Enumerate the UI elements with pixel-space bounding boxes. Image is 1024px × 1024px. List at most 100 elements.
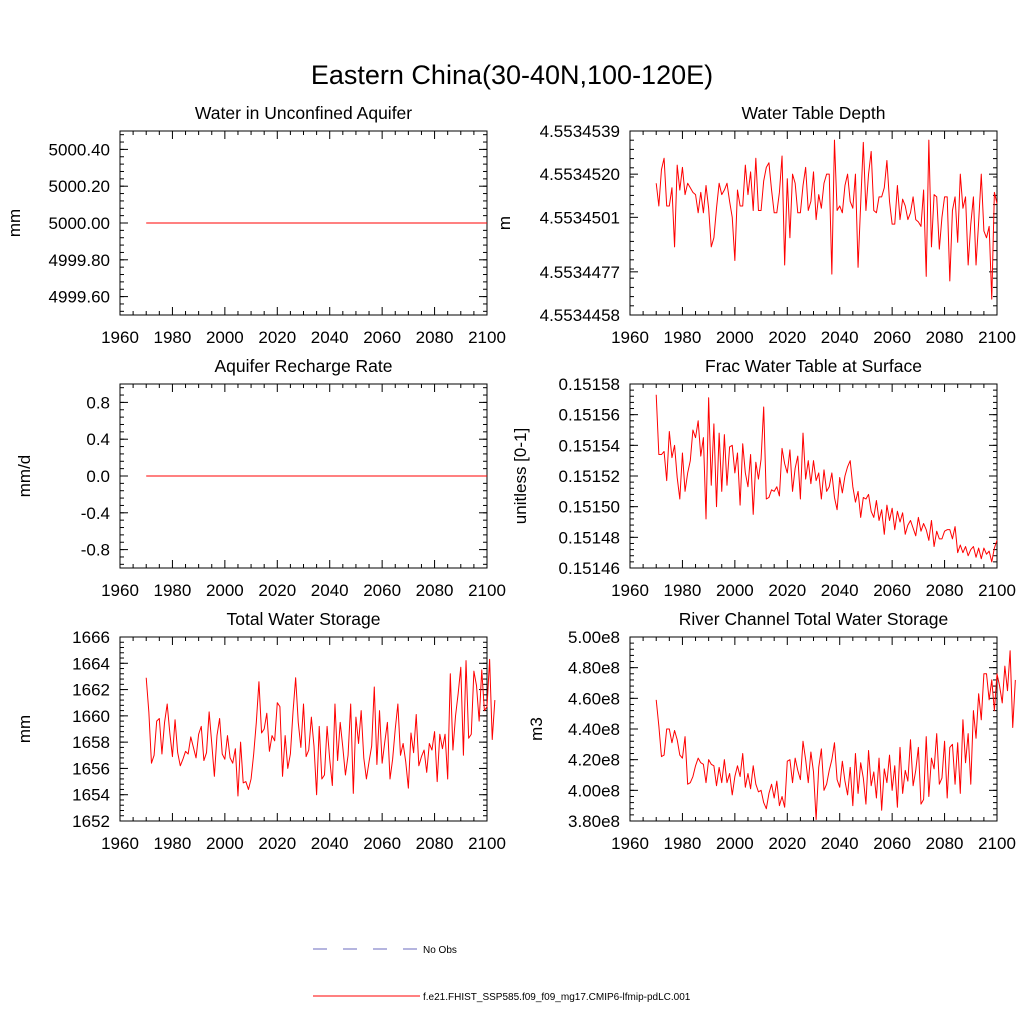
x-tick-label: 2040 xyxy=(821,834,859,853)
y-tick-label: 0.15156 xyxy=(559,406,620,425)
x-tick-label: 1960 xyxy=(101,581,139,600)
x-tick-label: 2080 xyxy=(926,834,964,853)
y-tick-label: 5000.40 xyxy=(49,140,110,159)
x-tick-label: 2000 xyxy=(716,328,754,347)
legend-obs-label: No Obs xyxy=(423,945,457,956)
x-tick-label: 2020 xyxy=(768,328,806,347)
y-tick-label: 4.20e8 xyxy=(568,751,620,770)
x-tick-label: 2020 xyxy=(258,581,296,600)
x-tick-label: 2060 xyxy=(363,834,401,853)
x-tick-label: 2100 xyxy=(978,581,1016,600)
y-tick-label: 4.60e8 xyxy=(568,689,620,708)
x-tick-label: 2060 xyxy=(873,328,911,347)
y-tick-label: 1660 xyxy=(72,707,110,726)
y-axis-label: m3 xyxy=(527,717,546,741)
plot-frame xyxy=(119,636,488,822)
panel-title: Aquifer Recharge Rate xyxy=(214,356,392,376)
y-tick-label: 0.4 xyxy=(86,430,110,449)
y-tick-label: 0.15154 xyxy=(559,436,620,455)
y-tick-label: 4.5534520 xyxy=(540,165,620,184)
y-tick-label: 4.80e8 xyxy=(568,659,620,678)
x-tick-label: 2040 xyxy=(311,328,349,347)
y-axis-label: unitless [0-1] xyxy=(511,428,530,524)
x-tick-label: 1980 xyxy=(154,581,192,600)
y-tick-label: 0.15146 xyxy=(559,559,620,578)
y-tick-label: 5000.20 xyxy=(49,177,110,196)
plot-frame xyxy=(629,383,998,569)
y-tick-label: -0.4 xyxy=(81,504,110,523)
x-tick-label: 1980 xyxy=(664,581,702,600)
x-tick-label: 2020 xyxy=(258,834,296,853)
chart-panel-6: River Channel Total Water Storage m3 1960 1… xyxy=(527,609,1016,853)
chart-panel-1: Water in Unconfined Aquifer mm 1960 1980 200… xyxy=(5,103,506,347)
legend: No Obs f.e21.FHIST_SSP585.f09_f09_mg17.C… xyxy=(313,945,691,1003)
y-axis-label: mm xyxy=(15,715,34,743)
x-tick-label: 2100 xyxy=(468,581,506,600)
x-tick-label: 2000 xyxy=(716,581,754,600)
x-tick-label: 2000 xyxy=(206,834,244,853)
y-tick-label: 0.15148 xyxy=(559,528,620,547)
x-tick-label: 2100 xyxy=(468,328,506,347)
y-tick-label: 0.0 xyxy=(86,467,110,486)
y-axis-label: mm xyxy=(5,209,24,237)
series-line xyxy=(655,650,1016,820)
plot-frame xyxy=(629,636,998,822)
y-tick-label: 4.5534477 xyxy=(540,263,620,282)
x-tick-label: 2060 xyxy=(363,328,401,347)
y-tick-label: 4.5534539 xyxy=(540,122,620,141)
y-tick-label: -0.8 xyxy=(81,541,110,560)
y-tick-label: 0.8 xyxy=(86,393,110,412)
x-tick-label: 2100 xyxy=(468,834,506,853)
panel-title: River Channel Total Water Storage xyxy=(679,609,948,629)
panel-title: Water Table Depth xyxy=(742,103,886,123)
x-tick-label: 2040 xyxy=(821,581,859,600)
x-tick-label: 1980 xyxy=(664,328,702,347)
chart-panel-4: Frac Water Table at Surface unitless [0-1… xyxy=(511,356,1016,600)
series-line xyxy=(145,658,496,797)
x-tick-label: 1980 xyxy=(664,834,702,853)
y-tick-label: 3.80e8 xyxy=(568,812,620,831)
y-tick-label: 4.5534458 xyxy=(540,306,620,325)
x-tick-label: 2000 xyxy=(716,834,754,853)
y-tick-label: 5.00e8 xyxy=(568,628,620,647)
x-tick-label: 2000 xyxy=(206,328,244,347)
y-tick-label: 1666 xyxy=(72,628,110,647)
panel-title: Total Water Storage xyxy=(226,609,380,629)
x-tick-label: 2080 xyxy=(416,328,454,347)
series-line xyxy=(655,139,998,300)
x-tick-label: 1960 xyxy=(611,834,649,853)
x-tick-label: 2060 xyxy=(363,581,401,600)
panel-title: Water in Unconfined Aquifer xyxy=(195,103,412,123)
x-tick-label: 1960 xyxy=(101,834,139,853)
x-tick-label: 2040 xyxy=(311,834,349,853)
y-tick-label: 1662 xyxy=(72,681,110,700)
y-tick-label: 0.15152 xyxy=(559,467,620,486)
y-tick-label: 1654 xyxy=(72,786,110,805)
y-axis-label: mm/d xyxy=(15,455,34,498)
x-tick-label: 2040 xyxy=(821,328,859,347)
y-tick-label: 1656 xyxy=(72,759,110,778)
x-tick-label: 2100 xyxy=(978,328,1016,347)
series-line xyxy=(655,394,998,563)
y-tick-label: 1664 xyxy=(72,654,110,673)
y-tick-label: 4.40e8 xyxy=(568,720,620,739)
y-tick-label: 4.00e8 xyxy=(568,781,620,800)
panels-group: Water in Unconfined Aquifer mm 1960 1980 200… xyxy=(5,103,1016,853)
x-tick-label: 2080 xyxy=(926,581,964,600)
x-tick-label: 2020 xyxy=(258,328,296,347)
x-tick-label: 1960 xyxy=(101,328,139,347)
x-tick-label: 1960 xyxy=(611,328,649,347)
x-tick-label: 2080 xyxy=(416,834,454,853)
y-tick-label: 1658 xyxy=(72,733,110,752)
x-tick-label: 2020 xyxy=(768,581,806,600)
x-tick-label: 2060 xyxy=(873,581,911,600)
x-tick-label: 2100 xyxy=(978,834,1016,853)
y-tick-label: 1652 xyxy=(72,812,110,831)
x-tick-label: 2080 xyxy=(416,581,454,600)
x-tick-label: 2000 xyxy=(206,581,244,600)
x-tick-label: 1960 xyxy=(611,581,649,600)
figure-title: Eastern China(30-40N,100-120E) xyxy=(311,60,713,90)
x-tick-label: 1980 xyxy=(154,834,192,853)
x-tick-label: 1980 xyxy=(154,328,192,347)
